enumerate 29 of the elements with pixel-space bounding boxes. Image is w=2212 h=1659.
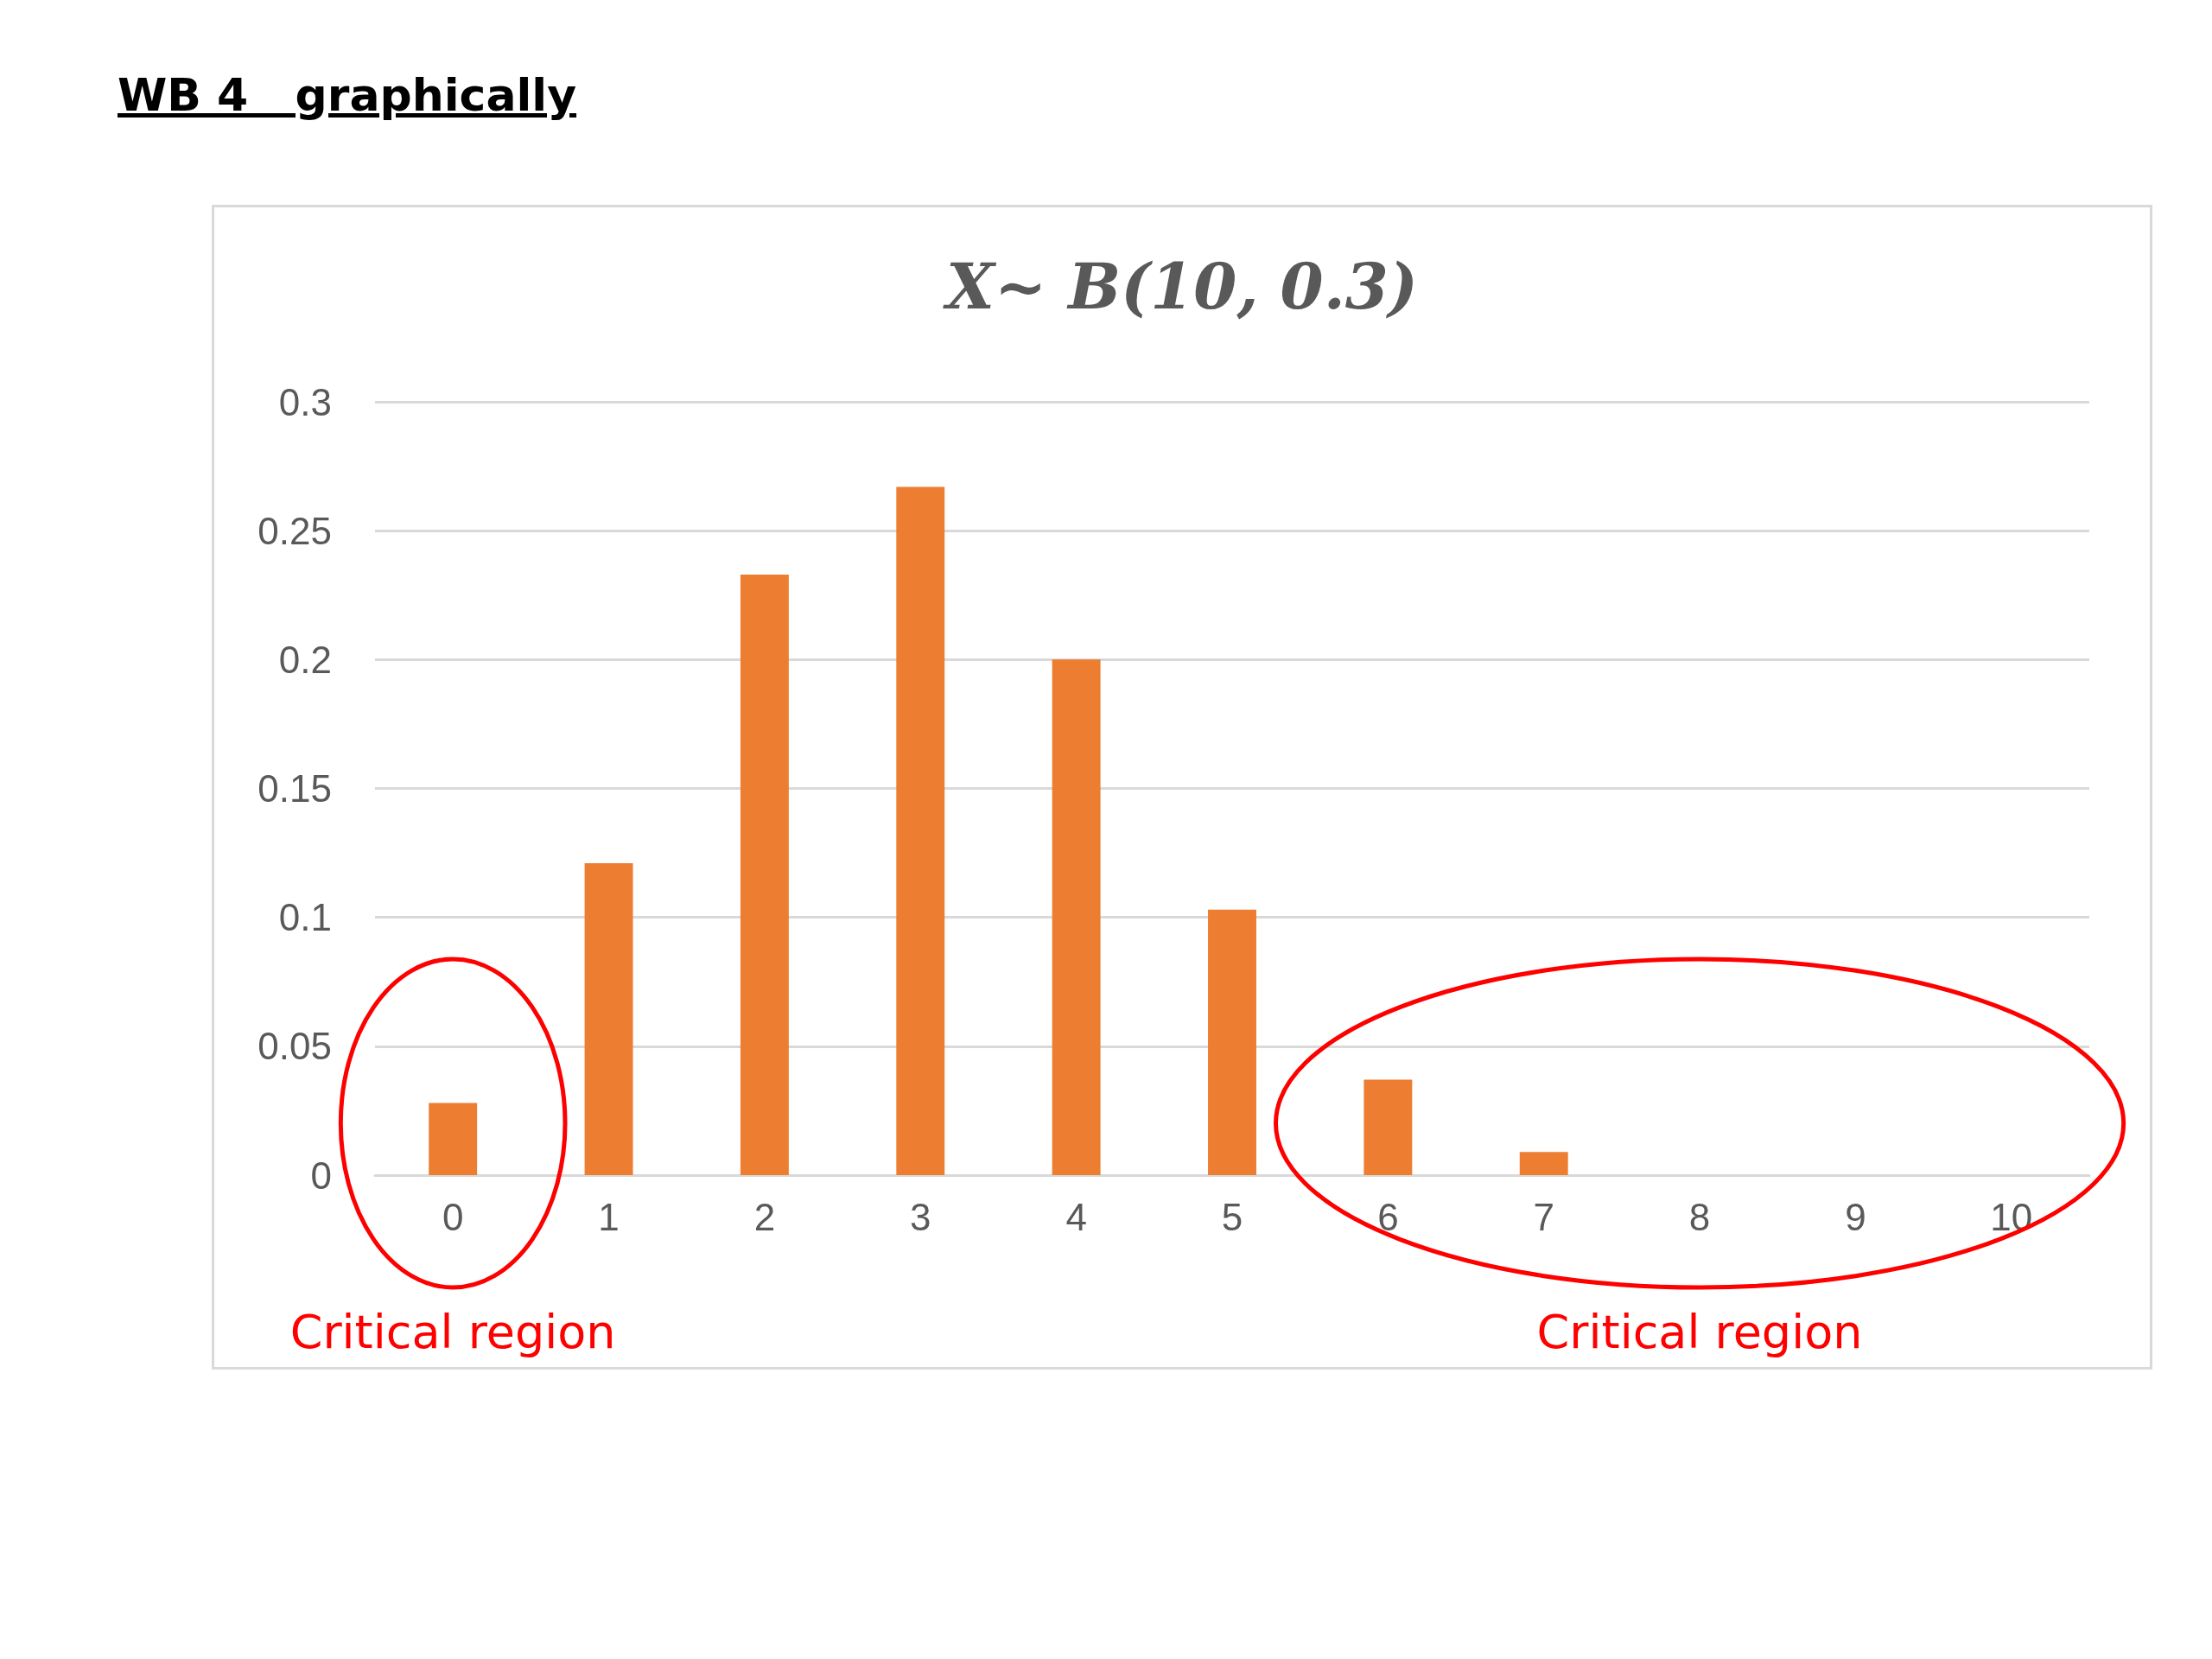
x-tick-label: 8	[1688, 1195, 1711, 1238]
text: Critical region	[289, 1305, 616, 1359]
x-tick-label: 7	[1533, 1195, 1554, 1238]
chart-subtitle: X~ B(10, 0.3)	[943, 249, 1418, 323]
y-tick-label: 0.15	[257, 767, 332, 810]
y-tick-label: 0.1	[278, 896, 332, 939]
bar	[1208, 909, 1256, 1175]
x-tick-label: 9	[1845, 1195, 1866, 1238]
bar	[896, 486, 945, 1175]
y-tick-label: 0.2	[278, 638, 332, 681]
bar	[740, 574, 789, 1175]
x-tick-label: 1	[598, 1195, 620, 1238]
y-tick-label: 0	[310, 1154, 332, 1197]
y-tick-label: 0.25	[257, 509, 332, 552]
text: Critical region	[1536, 1305, 1863, 1359]
x-tick-label: 2	[753, 1195, 776, 1238]
chart-title: WB 4 graphically	[118, 69, 577, 121]
bar	[1519, 1152, 1568, 1175]
x-tick-label: 3	[910, 1195, 931, 1238]
y-tick-label: 0.05	[257, 1025, 332, 1068]
x-tick-label: 4	[1065, 1195, 1087, 1238]
bar	[1052, 659, 1101, 1175]
x-tick-label: 6	[1377, 1195, 1399, 1238]
x-tick-label: 5	[1221, 1195, 1243, 1238]
y-tick-label: 0.3	[278, 380, 332, 423]
bar	[584, 863, 633, 1175]
x-tick-label: 0	[442, 1195, 464, 1238]
bar	[1363, 1079, 1413, 1175]
bar	[429, 1103, 478, 1175]
